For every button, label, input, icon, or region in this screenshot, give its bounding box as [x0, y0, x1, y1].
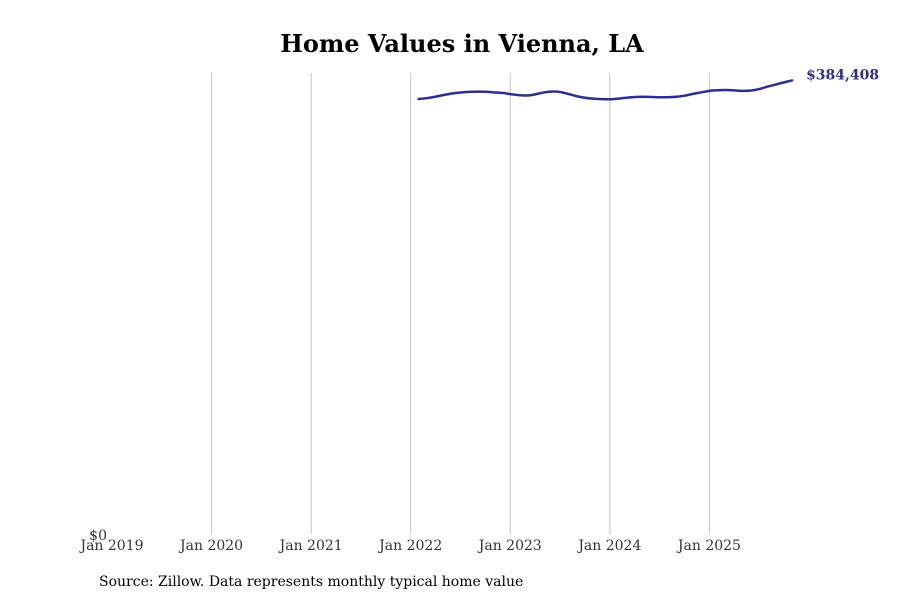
x-tick-label: Jan 2024 — [576, 538, 641, 554]
end-value-label: $384,408 — [806, 67, 879, 83]
x-tick-label: Jan 2021 — [278, 538, 343, 554]
x-tick-label: Jan 2022 — [377, 538, 442, 554]
chart-title: Home Values in Vienna, LA — [280, 29, 644, 58]
x-tick-label: Jan 2023 — [477, 538, 542, 554]
series-line — [417, 79, 794, 101]
gridlines — [211, 73, 710, 534]
x-axis-ticks: Jan 2019 Jan 2020 Jan 2021 Jan 2022 Jan 2023… — [78, 538, 740, 554]
y-tick-label: $0 — [89, 528, 107, 544]
x-tick-label: Jan 2020 — [178, 538, 243, 554]
source-note: Source: Zillow. Data represents monthly … — [99, 574, 524, 590]
series-layer: $384,408 — [417, 67, 879, 101]
x-tick-label: Jan 2019 — [78, 538, 143, 554]
x-tick-label: Jan 2025 — [676, 538, 741, 554]
